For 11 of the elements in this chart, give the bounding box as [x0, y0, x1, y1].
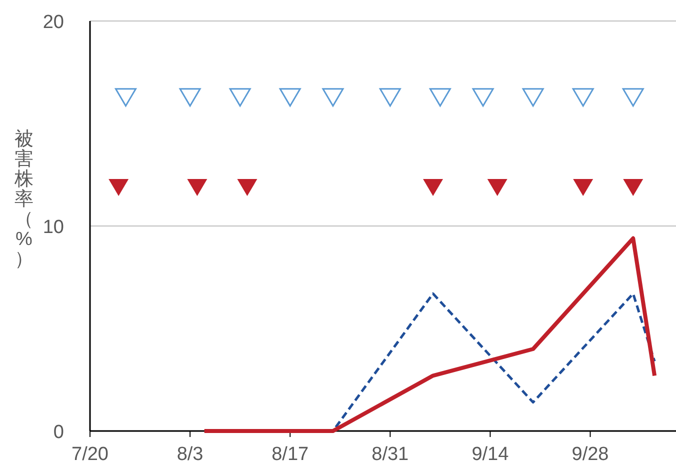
x-tick-label: 9/14 [472, 444, 510, 465]
x-tick-label: 7/20 [72, 444, 108, 465]
y-axis-title: 被害株率（%） [14, 129, 34, 270]
x-tick-label: 9/28 [572, 444, 609, 465]
line-series [202, 236, 657, 433]
x-tick-label: 8/31 [372, 444, 409, 465]
x-tick-label: 8/17 [272, 444, 309, 465]
x-tick-label: 8/3 [176, 444, 204, 465]
y-tick-label: 10 [42, 217, 64, 238]
y-tick-label: 20 [42, 12, 64, 33]
y-tick-label: 0 [53, 422, 64, 443]
